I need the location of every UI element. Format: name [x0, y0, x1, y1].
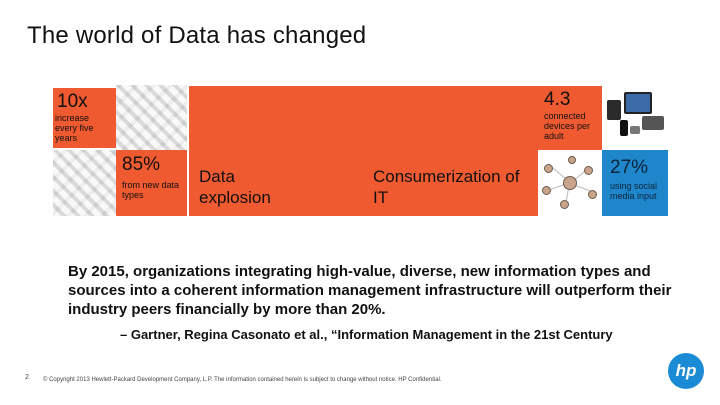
slide-title: The world of Data has changed	[27, 22, 367, 49]
devices-image	[602, 86, 668, 150]
person-icon	[563, 176, 577, 190]
tile-growth: 10x increase every five years	[53, 88, 116, 148]
growth-value: 10x	[57, 91, 88, 112]
hp-logo: hp	[668, 353, 704, 389]
new-types-value: 85%	[122, 154, 161, 175]
tile-main: Data explosion	[189, 86, 358, 216]
person-icon	[544, 164, 553, 173]
social-value: 27%	[610, 157, 649, 178]
person-icon	[560, 200, 569, 209]
consumerization-label: Consumerization of IT	[373, 167, 520, 207]
person-icon	[584, 166, 593, 175]
person-icon	[542, 186, 551, 195]
person-icon	[568, 156, 576, 164]
binary-texture-top	[116, 85, 187, 151]
tablet-icon	[607, 100, 621, 120]
new-types-caption: from new data types	[122, 180, 180, 200]
explosion-label: Data explosion	[199, 167, 271, 207]
camera-icon	[630, 126, 640, 134]
quote-text: By 2015, organizations integrating high-…	[68, 263, 672, 318]
growth-caption: increase every five years	[55, 113, 94, 143]
devices-value: 4.3	[544, 89, 571, 110]
page-number: 2	[25, 374, 29, 381]
binary-texture-bottom	[53, 150, 116, 216]
social-image	[538, 150, 602, 216]
copyright-footer: © Copyright 2013 Hewlett-Packard Develop…	[43, 377, 442, 383]
phone-icon	[620, 120, 628, 136]
laptop-icon	[642, 116, 664, 130]
tile-devices: 4.3 connected devices per adult	[538, 86, 602, 150]
person-icon	[588, 190, 597, 199]
quote-attribution: – Gartner, Regina Casonato et al., “Info…	[120, 327, 613, 342]
tile-social: 27% using social media input	[602, 150, 668, 216]
monitor-icon	[624, 92, 652, 114]
tile-consumerization: Consumerization of IT	[358, 86, 544, 216]
social-caption: using social media input	[610, 181, 658, 201]
hp-logo-text: hp	[675, 361, 697, 380]
devices-caption: connected devices per adult	[544, 111, 591, 141]
tile-new-types: 85% from new data types	[116, 150, 187, 216]
